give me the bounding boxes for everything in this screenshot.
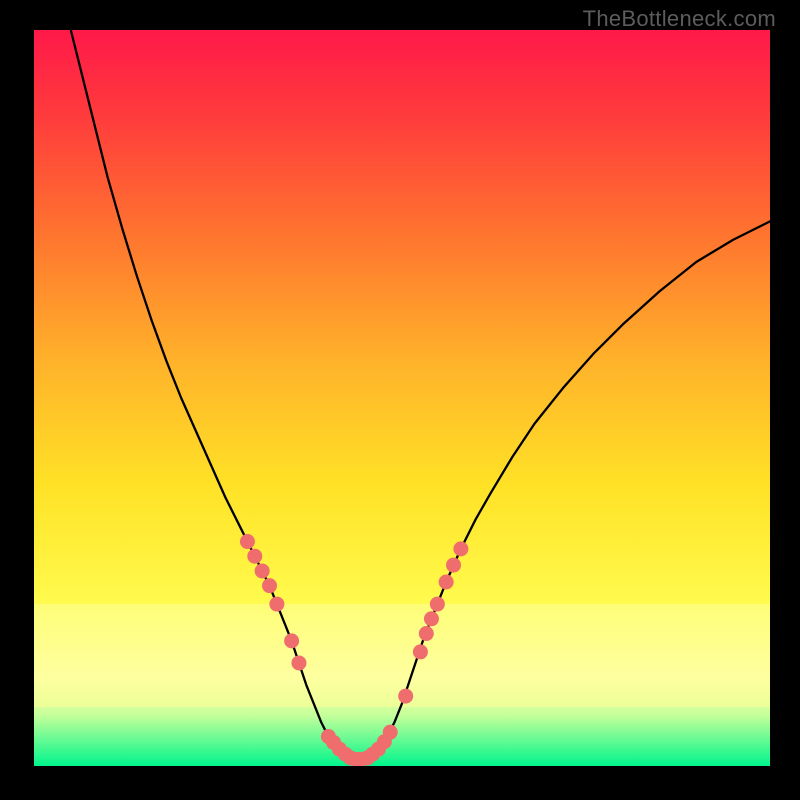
data-dot [269, 597, 284, 612]
data-dot [240, 534, 255, 549]
plot-area [34, 30, 770, 766]
data-dot [383, 725, 398, 740]
data-dot [247, 549, 262, 564]
data-dot [255, 563, 270, 578]
data-dot [419, 626, 434, 641]
data-dot [284, 633, 299, 648]
data-dot [430, 597, 445, 612]
data-dot [262, 578, 277, 593]
chart-svg [34, 30, 770, 766]
data-dot [291, 655, 306, 670]
data-dot [446, 558, 461, 573]
data-dot [413, 644, 428, 659]
data-dot [439, 575, 454, 590]
watermark-text: TheBottleneck.com [583, 6, 776, 32]
data-dot [424, 611, 439, 626]
data-dot [453, 541, 468, 556]
data-dot [398, 689, 413, 704]
